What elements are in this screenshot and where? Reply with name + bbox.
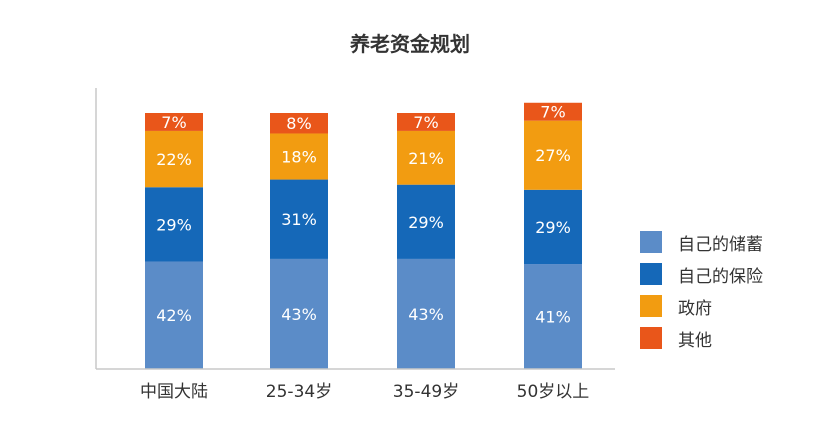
bar-segment — [145, 187, 203, 262]
bar-segment — [397, 258, 455, 369]
bar-segment — [145, 130, 203, 188]
data-label: 29% — [408, 213, 444, 232]
data-label: 29% — [535, 218, 571, 237]
bar-segment — [397, 184, 455, 259]
bar-segment — [270, 179, 328, 259]
legend-item: 自己的保险 — [640, 258, 763, 290]
bar-segment — [397, 130, 455, 185]
chart-title: 养老资金规划 — [350, 32, 470, 56]
x-tick-labels: 中国大陆 25-34岁 35-49岁 50岁以上 — [140, 382, 589, 402]
legend: 自己的储蓄自己的保险政府其他 — [640, 226, 763, 354]
bar-segment — [397, 113, 455, 131]
legend-swatch — [640, 231, 662, 253]
legend-item: 其他 — [640, 322, 763, 354]
data-label: 18% — [281, 148, 317, 167]
x-tick-label: 35-49岁 — [393, 382, 459, 402]
legend-swatch — [640, 263, 662, 285]
data-label: 7% — [413, 113, 438, 132]
bar-segment — [524, 264, 582, 369]
legend-item: 政府 — [640, 290, 763, 322]
data-label: 7% — [161, 113, 186, 132]
legend-swatch — [640, 295, 662, 317]
legend-label: 自己的保险 — [678, 266, 763, 287]
data-label: 43% — [281, 305, 317, 324]
bar-segment — [524, 189, 582, 265]
data-label: 43% — [408, 305, 444, 324]
bars-group: 42% 29% 22% 7% 43% 31% 18% 8% 43% 29% 21% 7% 41% 29% 2… — [145, 103, 582, 369]
data-label: 42% — [156, 306, 192, 325]
data-label: 29% — [156, 215, 192, 234]
legend-swatch — [640, 327, 662, 349]
data-label: 8% — [286, 114, 311, 133]
legend-label: 政府 — [678, 298, 712, 319]
data-label: 7% — [540, 103, 565, 122]
bar-segment — [524, 120, 582, 190]
bar-segment — [270, 133, 328, 180]
data-label: 31% — [281, 210, 317, 229]
data-label: 22% — [156, 150, 192, 169]
x-tick-label: 中国大陆 — [140, 382, 208, 402]
bar-segment — [145, 261, 203, 369]
x-tick-label: 25-34岁 — [266, 382, 332, 402]
data-label: 27% — [535, 146, 571, 165]
legend-label: 其他 — [678, 330, 712, 351]
axes-group — [95, 88, 615, 370]
data-label: 41% — [535, 308, 571, 327]
bar-segment — [270, 113, 328, 134]
legend-item: 自己的储蓄 — [640, 226, 763, 258]
bar-segment — [145, 113, 203, 131]
legend-label: 自己的储蓄 — [678, 234, 763, 255]
data-label: 21% — [408, 149, 444, 168]
x-tick-label: 50岁以上 — [517, 382, 590, 402]
bar-segment — [270, 258, 328, 369]
bar-segment — [524, 102, 582, 121]
